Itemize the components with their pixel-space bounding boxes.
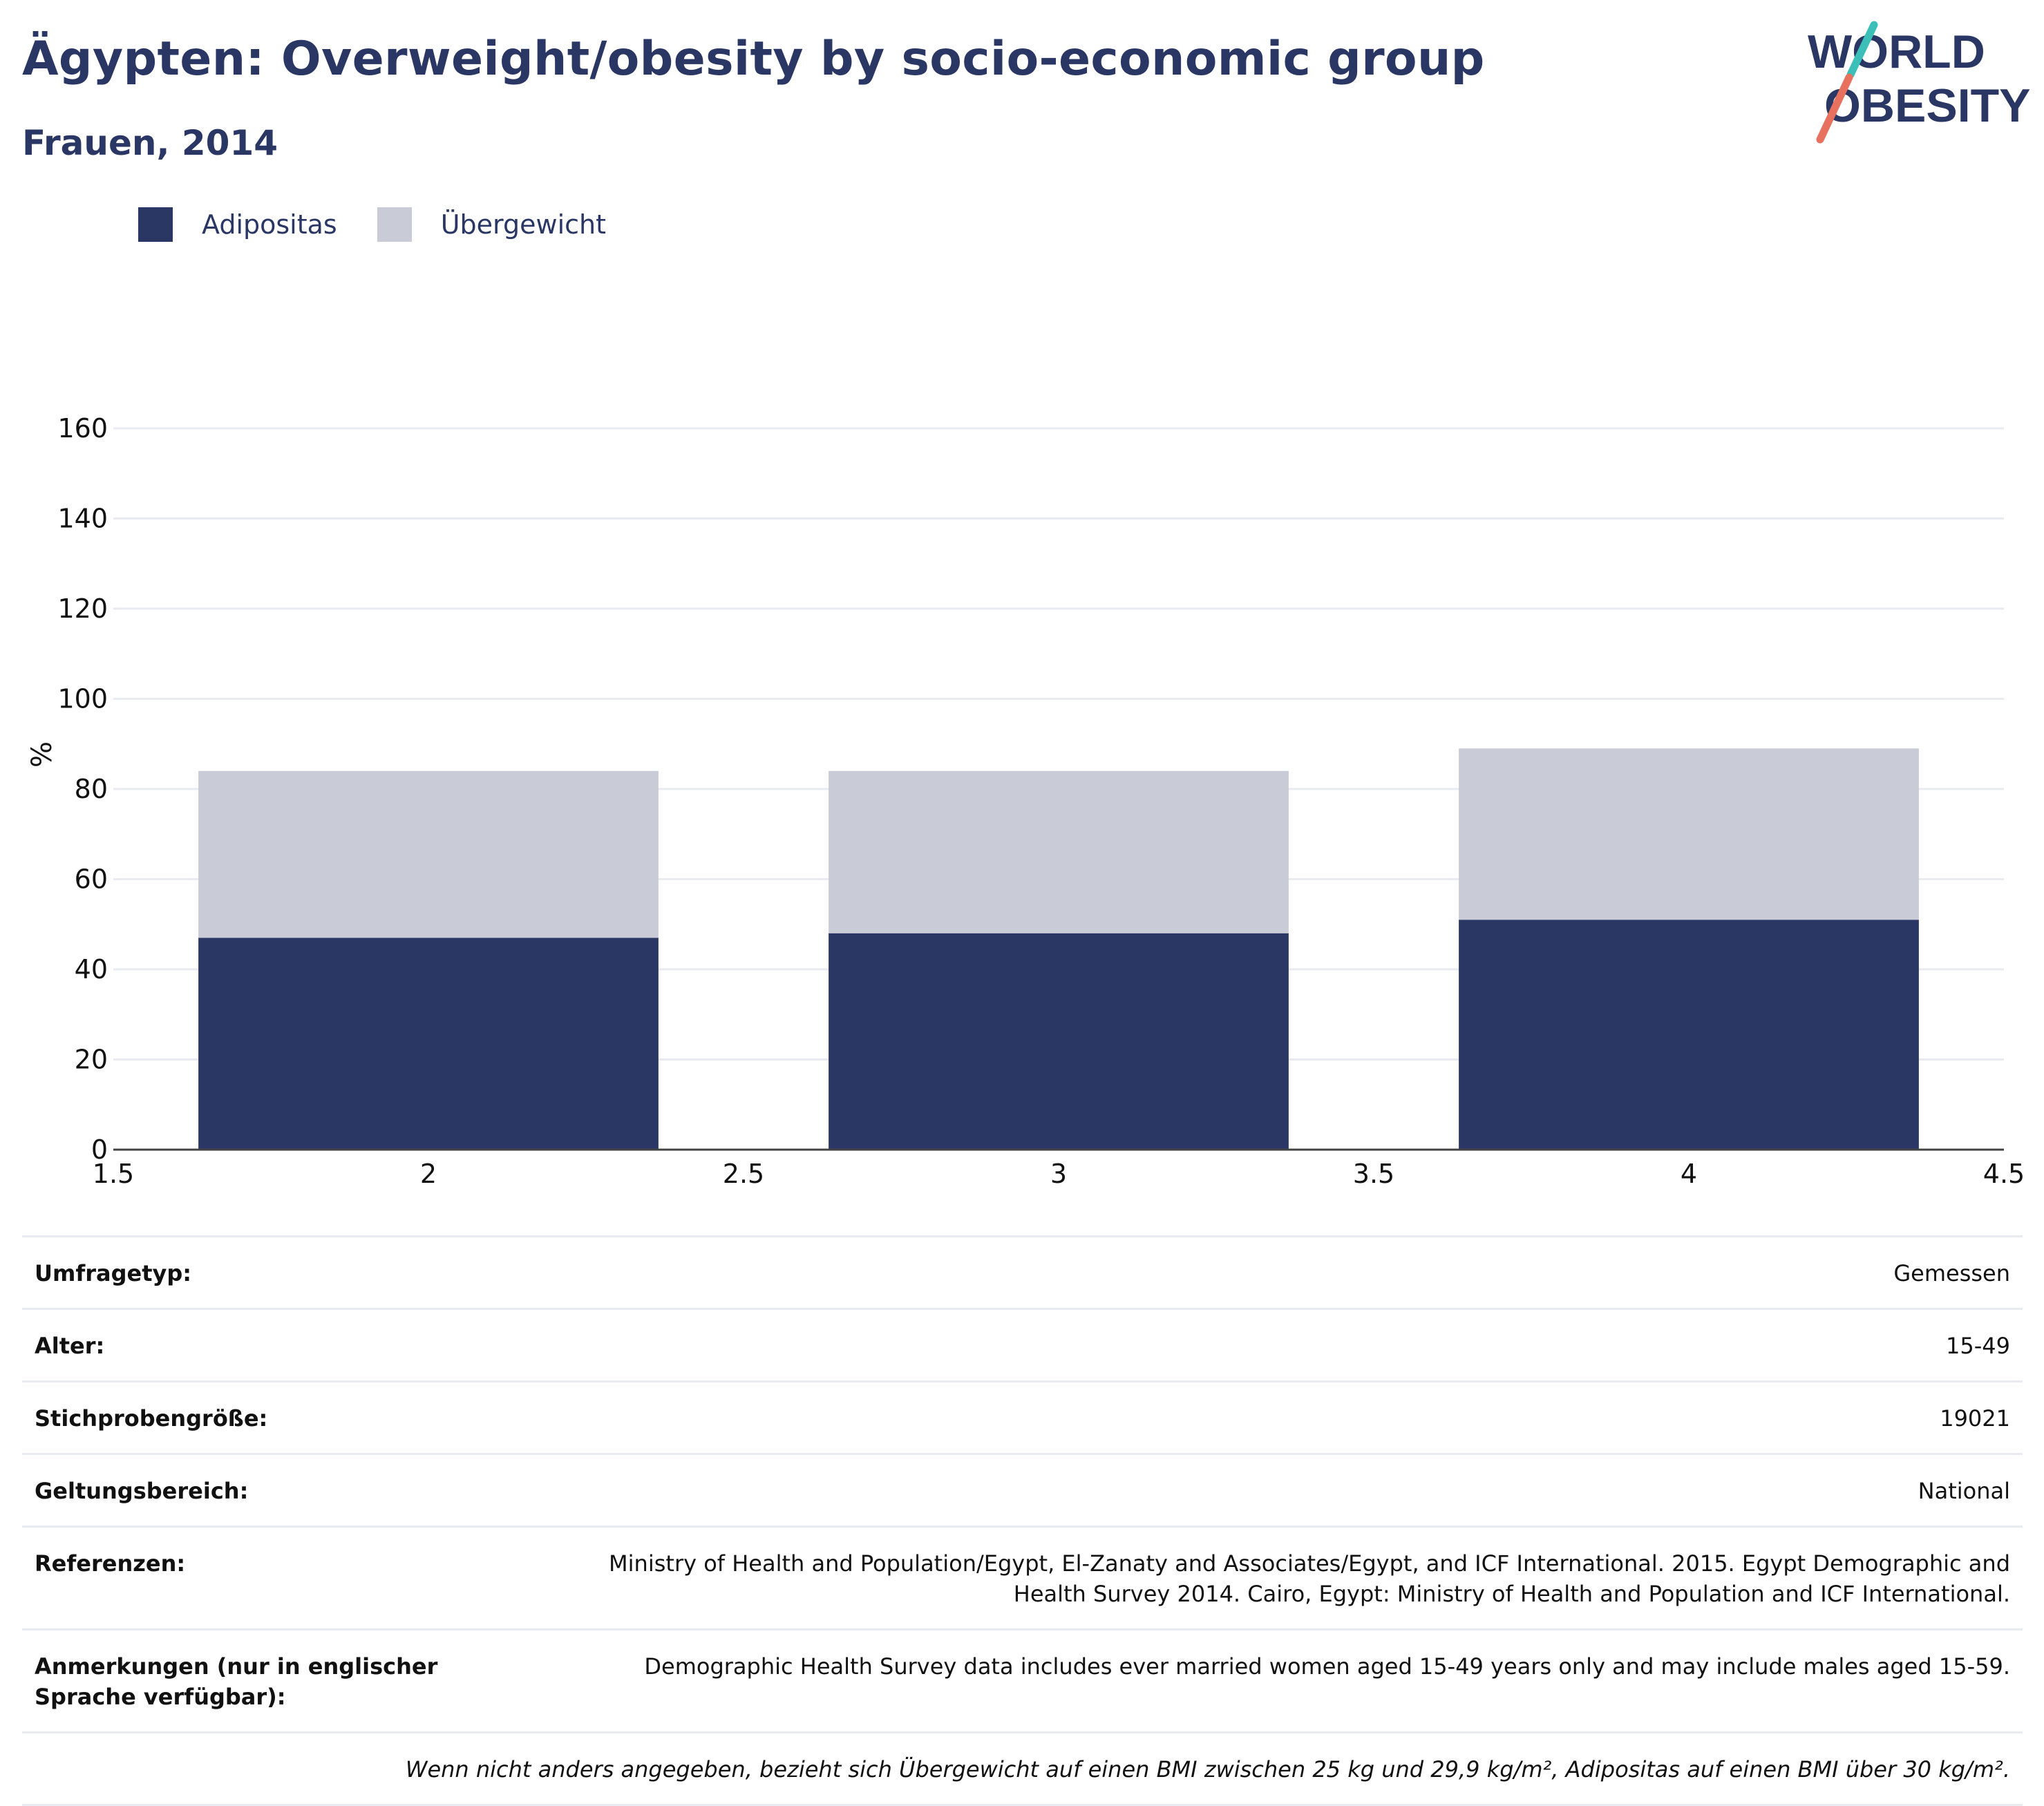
chart-legend: Adipositas Übergewicht [138,206,646,243]
meta-label: Anmerkungen (nur in englischer Sprache v… [35,1653,438,1710]
meta-value: National [1918,1478,2010,1504]
world-obesity-logo: WORLD OBESITY [1808,21,2031,144]
meta-label: Umfragetyp: [35,1260,192,1286]
stacked-bar-chart: 0 20 40 60 80 100 120 140 160 1.5 2 2.5 3 3.5 4 4.5% [26,413,2025,1189]
meta-value: 15-49 [1946,1333,2010,1359]
y-tick-label: 120 [57,593,108,624]
bar-adipositas-4[interactable] [1459,920,1919,1150]
axes: 0 20 40 60 80 100 120 140 160 1.5 2 2.5 3 3.5 4 4.5% [26,413,2025,1189]
meta-label: Referenzen: [35,1550,186,1577]
definition-note: Wenn nicht anders angegeben, bezieht sic… [405,1756,2010,1783]
meta-value: Ministry of Health and Population/Egypt,… [609,1550,2010,1607]
legend-swatch-uebergewicht [377,207,412,242]
x-tick-label: 3.5 [1353,1159,1394,1189]
y-tick-label: 20 [75,1045,108,1075]
page-title: Ägypten: Overweight/obesity by socio-eco… [22,32,1485,86]
logo-coral-stroke [1816,73,1853,144]
bar-uebergewicht-2[interactable] [198,770,659,938]
meta-value: 19021 [1940,1405,2010,1432]
logo-teal-stroke [1846,21,1878,79]
meta-row-stichprobengroesse: Stichprobengröße: 19021 [22,1380,2023,1453]
legend-label-uebergewicht: Übergewicht [440,209,606,240]
bar-adipositas-3[interactable] [829,933,1289,1150]
logo-text-world: WORLD [1808,26,1985,78]
meta-row-anmerkungen: Anmerkungen (nur in englischer Sprache v… [22,1628,2023,1731]
y-tick-label: 100 [57,684,108,714]
meta-label: Geltungsbereich: [35,1478,249,1504]
legend-swatch-adipositas [138,207,173,242]
x-tick-label: 3 [1050,1159,1067,1189]
x-tick-label: 4.5 [1983,1159,2025,1189]
legend-item-adipositas[interactable]: Adipositas [138,207,337,242]
y-tick-label: 80 [75,774,108,804]
bar-uebergewicht-4[interactable] [1459,748,1919,920]
y-axis-label: % [26,741,58,768]
legend-item-uebergewicht[interactable]: Übergewicht [377,207,606,242]
bar-uebergewicht-3[interactable] [829,770,1289,933]
survey-details-table: Umfragetyp: Gemessen Alter: 15-49 Stichp… [22,1235,2023,1806]
meta-row-geltungsbereich: Geltungsbereich: National [22,1453,2023,1525]
bar-adipositas-2[interactable] [198,938,659,1150]
y-tick-label: 60 [75,864,108,895]
logo-text-obesity: OBESITY [1824,79,2031,132]
bars [198,748,1919,1150]
x-tick-label: 2.5 [723,1159,764,1189]
y-tick-label: 140 [57,504,108,534]
x-tick-label: 4 [1681,1159,1697,1189]
meta-row-definition-note: Wenn nicht anders angegeben, bezieht sic… [22,1731,2023,1806]
y-tick-label: 160 [57,413,108,444]
meta-label: Alter: [35,1333,105,1359]
legend-label-adipositas: Adipositas [202,209,337,240]
x-tick-label: 1.5 [93,1159,134,1189]
meta-row-alter: Alter: 15-49 [22,1308,2023,1380]
y-tick-label: 40 [75,954,108,985]
meta-value: Gemessen [1893,1260,2010,1286]
meta-label: Stichprobengröße: [35,1405,268,1432]
meta-row-referenzen: Referenzen: Ministry of Health and Popul… [22,1525,2023,1628]
meta-row-umfragetyp: Umfragetyp: Gemessen [22,1235,2023,1308]
meta-value: Demographic Health Survey data includes … [644,1653,2010,1680]
x-tick-label: 2 [420,1159,437,1189]
y-tick-label: 0 [91,1134,108,1165]
page-subtitle: Frauen, 2014 [22,123,278,163]
